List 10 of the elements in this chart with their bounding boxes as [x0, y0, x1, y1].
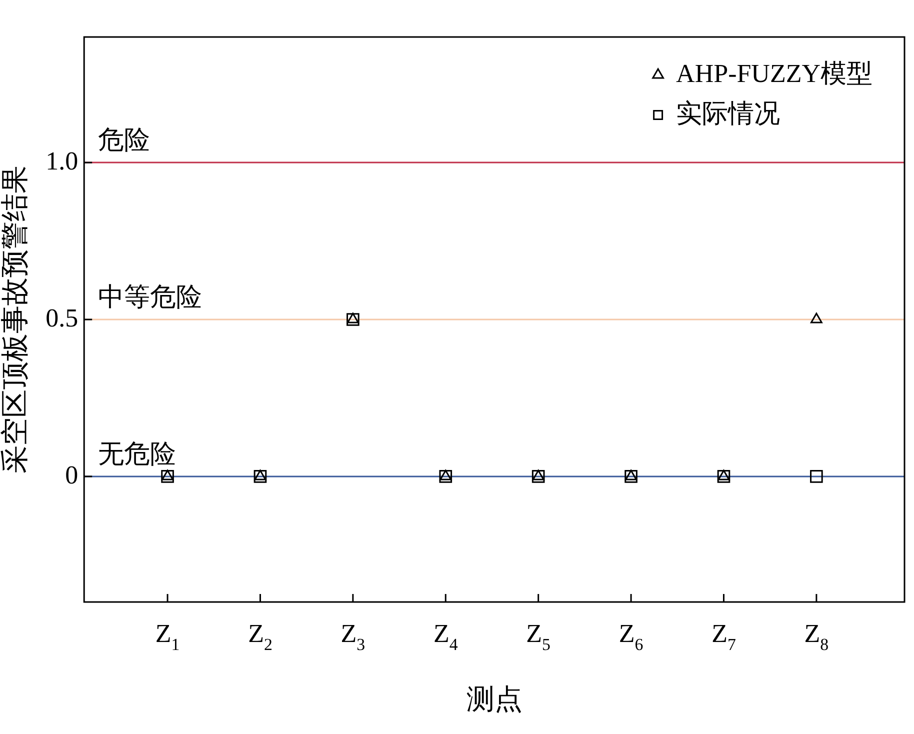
- y-tick-label: 1.0: [46, 146, 78, 176]
- y-axis-title: 采空区顶板事故预警结果: [0, 166, 32, 474]
- ref-line-label: 无危险: [98, 439, 176, 468]
- legend-label: AHP-FUZZY模型: [676, 58, 873, 88]
- ref-line-label: 危险: [98, 125, 150, 154]
- y-tick-label: 0: [65, 460, 78, 490]
- y-tick-label: 0.5: [46, 303, 78, 332]
- x-axis-title: 测点: [466, 684, 522, 716]
- ref-line-label: 中等危险: [98, 282, 202, 312]
- legend-label: 实际情况: [676, 98, 780, 128]
